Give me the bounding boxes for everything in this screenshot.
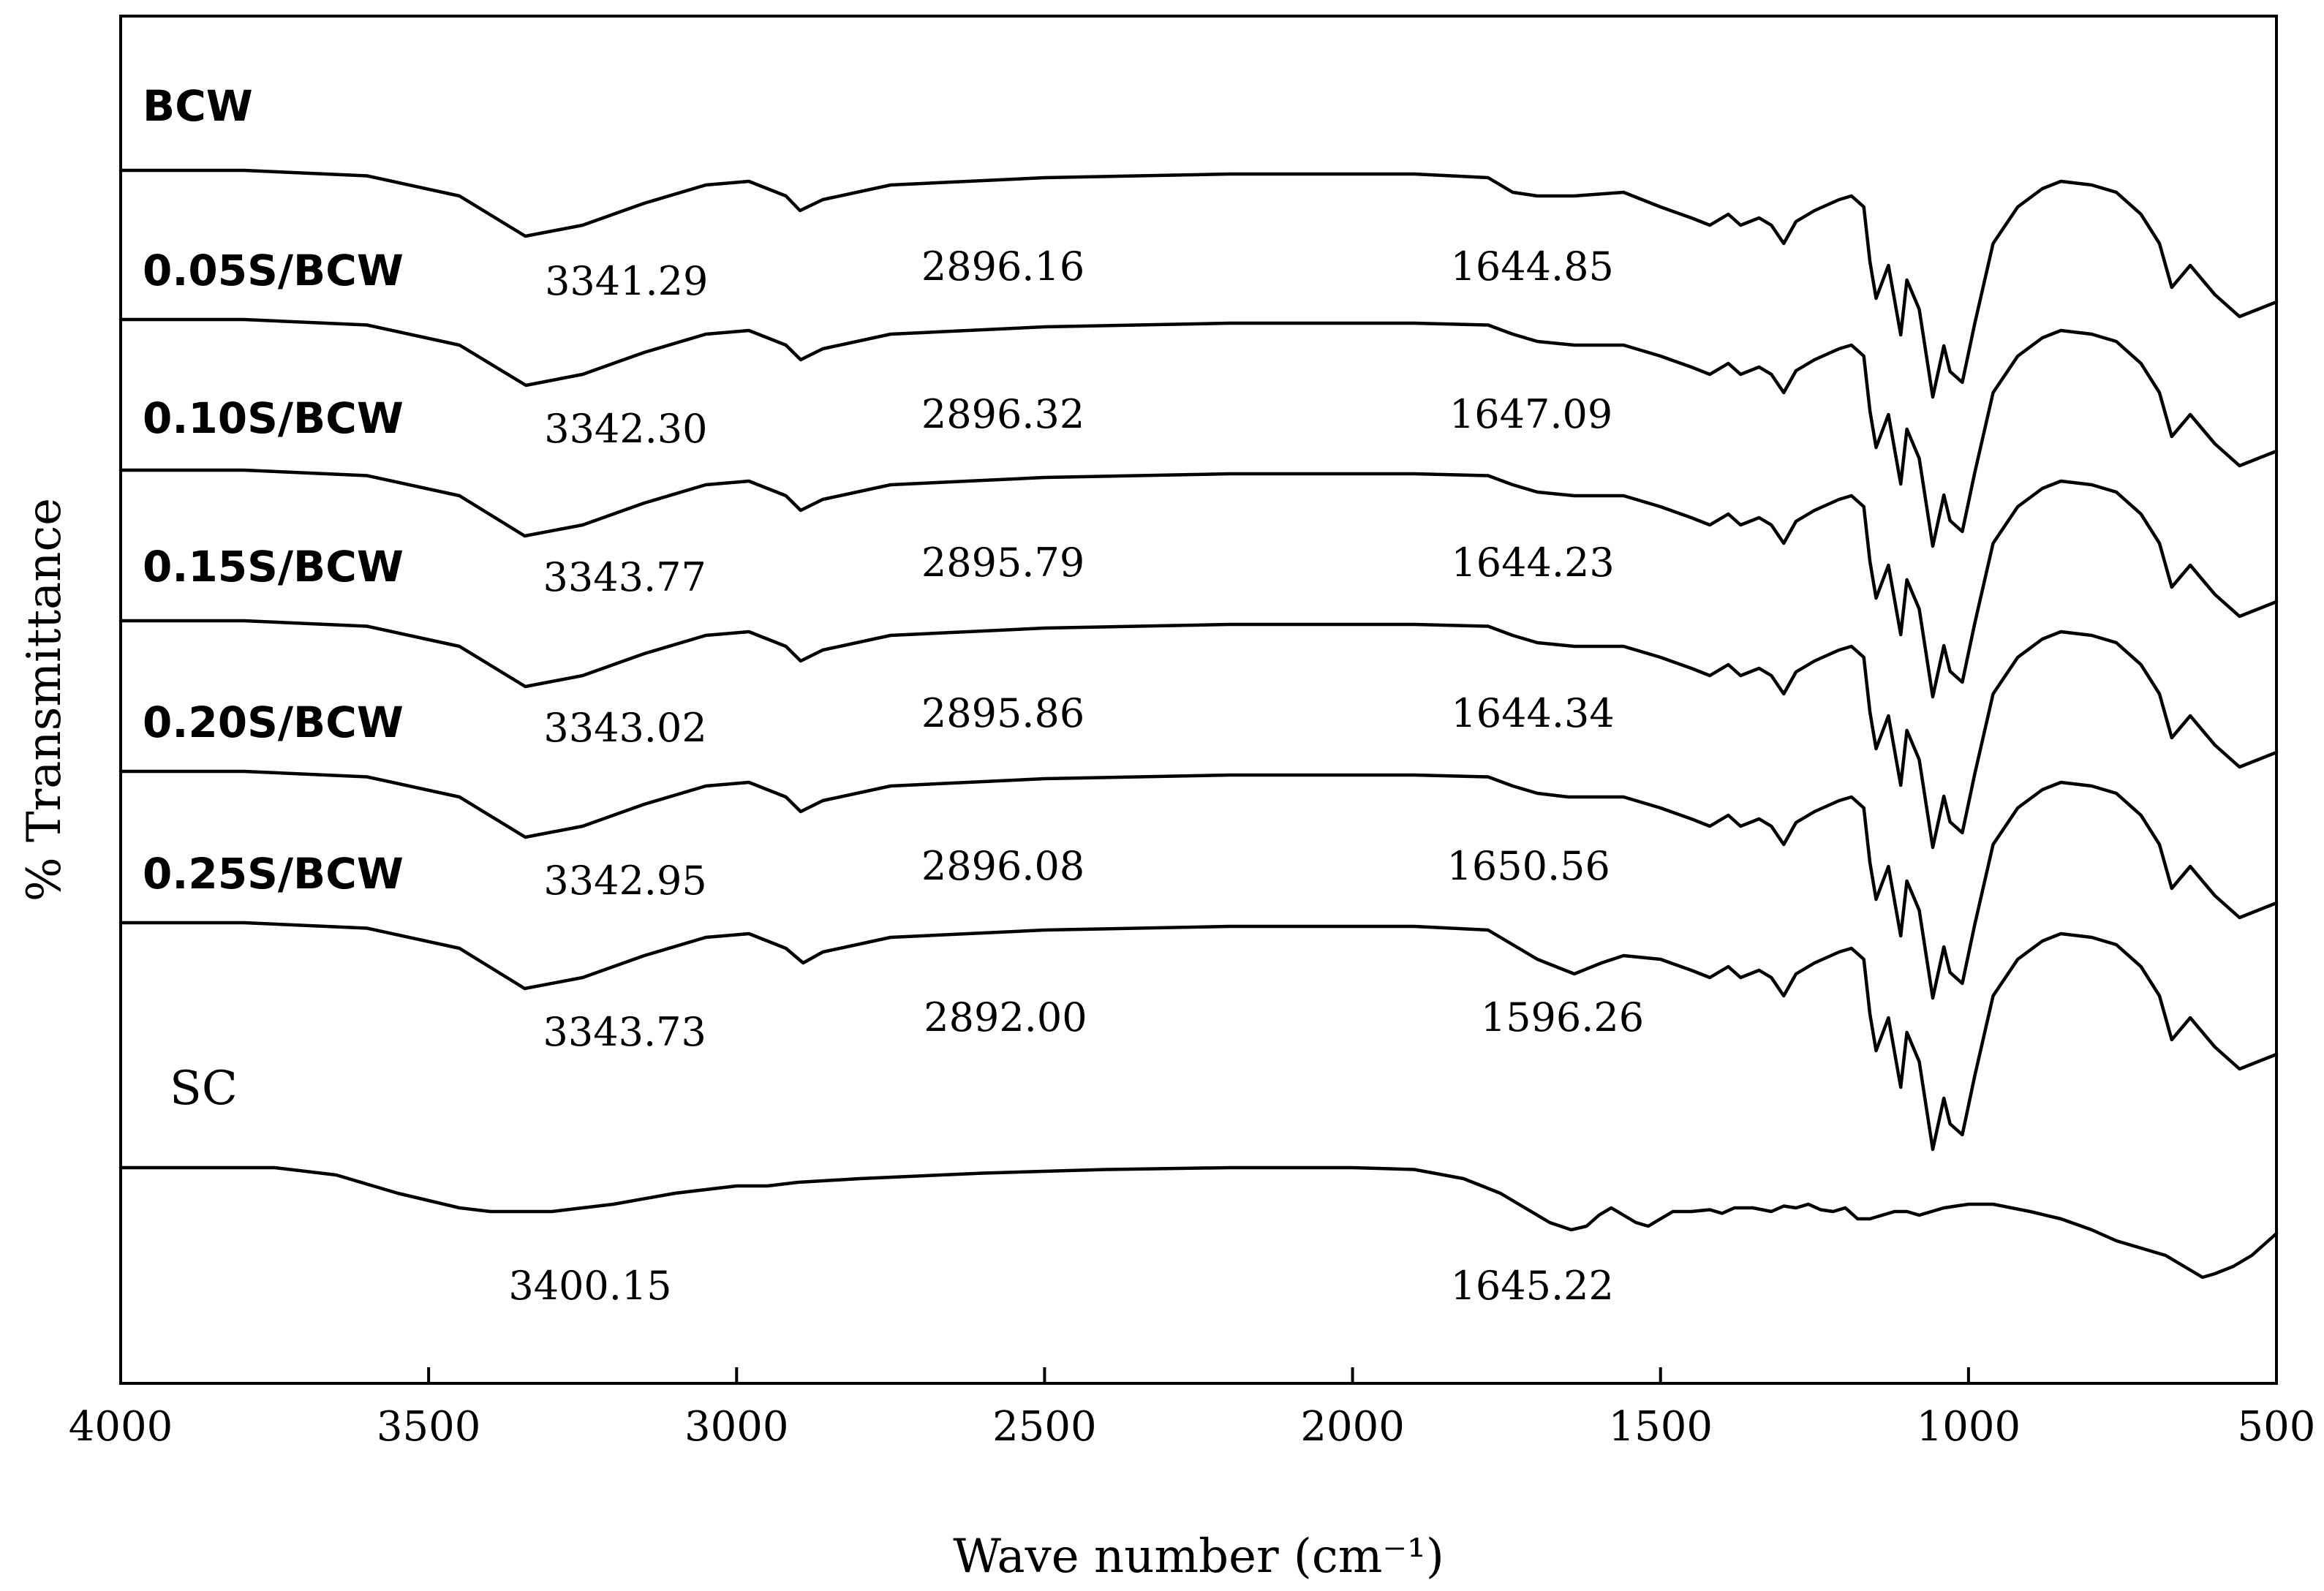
peak-label-1596-26: 1596.26 xyxy=(1481,994,1644,1040)
peak-label-3342-95: 3342.95 xyxy=(543,858,706,904)
x-tick-label-4000: 4000 xyxy=(69,1403,173,1451)
series-line-0-25s-bcw xyxy=(118,921,2279,1152)
plot-frame xyxy=(119,15,2278,1385)
x-axis-ticks: 4000 3500 3000 2500 2000 1500 1000 500 xyxy=(69,1367,2316,1451)
y-axis-title: % Transmittance xyxy=(18,498,72,902)
peak-label-3341-29: 3341.29 xyxy=(545,258,708,304)
series-name-0-05s-bcw: 0.05S/BCW xyxy=(143,246,404,295)
x-axis-title: Wave number (cm⁻¹) xyxy=(953,1530,1444,1584)
peak-label-3343-02: 3343.02 xyxy=(543,705,706,751)
peak-label-3342-30: 3342.30 xyxy=(544,406,707,452)
x-tick-label-2000: 2000 xyxy=(1300,1403,1405,1451)
peak-label-3400-15: 3400.15 xyxy=(508,1263,671,1309)
x-tick-label-1500: 1500 xyxy=(1608,1403,1713,1451)
x-tick-label-2500: 2500 xyxy=(992,1403,1097,1451)
series-name-bcw: BCW xyxy=(143,81,253,131)
series-name-0-25s-bcw: 0.25S/BCW xyxy=(143,849,404,899)
peak-label-2896-32: 2896.32 xyxy=(921,391,1084,437)
peak-label-2896-08: 2896.08 xyxy=(921,843,1084,889)
x-tick-label-3000: 3000 xyxy=(684,1403,789,1451)
peak-labels: 3341.29 2896.16 1644.85 3342.30 2896.32 1647.… xyxy=(508,243,1644,1309)
peak-label-1647-09: 1647.09 xyxy=(1449,391,1612,437)
series-line-0-10s-bcw xyxy=(118,468,2279,699)
peak-label-1644-85: 1644.85 xyxy=(1451,243,1614,290)
series-line-0-05s-bcw xyxy=(118,317,2279,548)
peak-label-1645-22: 1645.22 xyxy=(1451,1263,1614,1309)
series-layer xyxy=(118,168,2279,1280)
series-name-sc: SC xyxy=(170,1062,238,1116)
series-name-labels: BCW 0.05S/BCW 0.10S/BCW 0.15S/BCW 0.20S/BCW 0… xyxy=(143,81,404,1116)
peak-label-1650-56: 1650.56 xyxy=(1447,843,1610,889)
series-line-0-20s-bcw xyxy=(118,769,2279,1000)
peak-label-2895-79: 2895.79 xyxy=(921,540,1084,586)
peak-label-2892-00: 2892.00 xyxy=(924,994,1087,1040)
x-tick-label-500: 500 xyxy=(2238,1403,2316,1451)
series-line-0-15s-bcw xyxy=(118,619,2279,850)
series-line-sc xyxy=(118,1165,2279,1280)
series-line-bcw xyxy=(118,168,2279,399)
series-name-0-20s-bcw: 0.20S/BCW xyxy=(143,698,404,747)
series-name-0-10s-bcw: 0.10S/BCW xyxy=(143,393,404,443)
x-tick-label-1000: 1000 xyxy=(1917,1403,2021,1451)
series-name-0-15s-bcw: 0.15S/BCW xyxy=(143,542,404,592)
peak-label-1644-34: 1644.34 xyxy=(1451,690,1614,736)
peak-label-3343-73: 3343.73 xyxy=(543,1009,706,1055)
peak-label-2896-16: 2896.16 xyxy=(921,243,1084,290)
peak-label-1644-23: 1644.23 xyxy=(1451,540,1614,586)
x-tick-label-3500: 3500 xyxy=(377,1403,481,1451)
peak-label-3343-77: 3343.77 xyxy=(543,554,706,600)
peak-label-2895-86: 2895.86 xyxy=(921,690,1084,736)
